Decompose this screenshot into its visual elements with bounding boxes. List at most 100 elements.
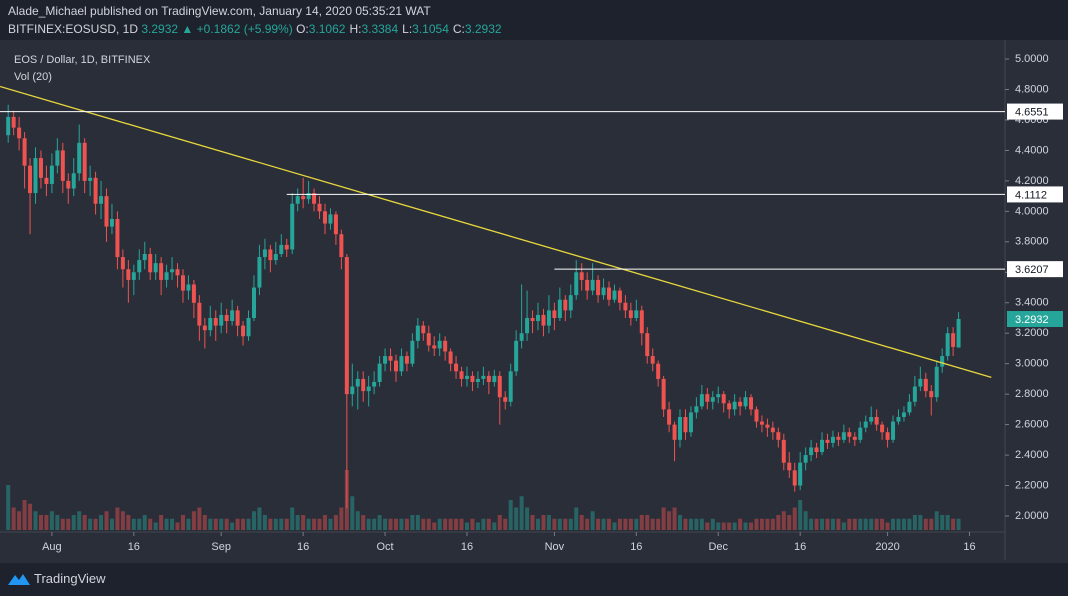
- volume-bar: [699, 518, 704, 530]
- candle-body: [787, 462, 792, 471]
- volume-bar: [301, 515, 306, 530]
- volume-bar: [612, 522, 617, 530]
- volume-bar: [929, 518, 934, 530]
- candle-body: [836, 436, 841, 440]
- candle-body: [956, 319, 961, 348]
- volume-bar: [372, 518, 377, 530]
- volume-bar: [257, 507, 262, 530]
- candle-body: [514, 340, 519, 372]
- volume-bar: [426, 518, 431, 530]
- candle-body: [667, 409, 672, 425]
- candle-body: [235, 310, 240, 326]
- candle-body: [82, 142, 87, 181]
- candle-body: [519, 333, 524, 341]
- volume-bar: [322, 515, 327, 530]
- candle-body: [705, 394, 710, 402]
- footer: TradingView: [0, 563, 1068, 596]
- candle-body: [858, 427, 863, 440]
- y-tick-label: 5.0000: [1015, 53, 1049, 65]
- volume-bar: [230, 522, 235, 530]
- volume-bar: [863, 518, 868, 530]
- candle-body: [339, 234, 344, 258]
- volume-bar: [617, 518, 622, 530]
- volume-bar: [475, 522, 480, 530]
- volume-bar: [623, 518, 628, 530]
- volume-bar: [825, 518, 830, 530]
- volume-bar: [557, 518, 562, 530]
- volume-bar: [852, 518, 857, 530]
- volume-bar: [191, 511, 196, 530]
- ohlc-value: 3.1054: [412, 22, 449, 36]
- y-tick-label: 4.8000: [1015, 83, 1049, 95]
- level-label-box: [1007, 186, 1063, 203]
- candle-body: [448, 351, 453, 364]
- change: +0.1862 (+5.99%): [196, 22, 293, 36]
- candle-body: [421, 325, 426, 334]
- candle-body: [175, 269, 180, 276]
- y-tick-label: 3.4000: [1015, 297, 1049, 309]
- volume-bar: [956, 518, 961, 530]
- candle-body: [880, 424, 885, 433]
- candle-body: [568, 295, 573, 311]
- volume-bar: [858, 518, 863, 530]
- volume-bar: [459, 518, 464, 530]
- candle-body: [934, 366, 939, 398]
- level-label: 3.6207: [1015, 264, 1049, 276]
- volume-bar: [339, 507, 344, 530]
- candle-body: [585, 279, 590, 291]
- candle-body: [191, 284, 196, 303]
- candle-body: [617, 290, 622, 303]
- candle-body: [738, 401, 743, 407]
- volume-bar: [202, 515, 207, 530]
- candle-body: [180, 275, 185, 291]
- volume-bar: [563, 518, 568, 530]
- candle-body: [612, 290, 617, 300]
- candle-body: [492, 375, 497, 382]
- candle-body: [109, 218, 114, 227]
- candle-body: [6, 116, 11, 136]
- candle-body: [759, 421, 764, 425]
- candle-body: [224, 314, 229, 322]
- volume-bar: [754, 518, 759, 530]
- candle-body: [869, 416, 874, 422]
- volume-bar: [312, 518, 317, 530]
- candle-body: [623, 302, 628, 311]
- x-tick-label: 2020: [875, 541, 899, 553]
- volume-bar: [951, 518, 956, 530]
- volume-bar: [295, 515, 300, 530]
- x-tick-label: 16: [128, 541, 140, 553]
- volume-bar: [738, 518, 743, 530]
- y-tick-label: 2.6000: [1015, 419, 1049, 431]
- volume-bar: [44, 515, 49, 530]
- candle-body: [847, 432, 852, 437]
- candle-body: [115, 218, 120, 258]
- y-tick-label: 2.2000: [1015, 479, 1049, 491]
- candle-body: [312, 193, 317, 204]
- volume-bar: [820, 518, 825, 530]
- candle-body: [907, 401, 912, 413]
- candle-body: [295, 196, 300, 204]
- volume-bar: [503, 518, 508, 530]
- candle-body: [688, 412, 693, 433]
- volume-bar: [377, 515, 382, 530]
- candle-body: [213, 317, 218, 326]
- volume-bar: [628, 518, 633, 530]
- ohlc-label: C:: [452, 22, 465, 36]
- candle-body: [120, 257, 125, 270]
- candle-body: [863, 421, 868, 428]
- volume-bar: [688, 518, 693, 530]
- volume-bar: [546, 515, 551, 530]
- y-tick-label: 4.4000: [1015, 144, 1049, 156]
- brand: TradingView: [34, 571, 106, 586]
- candle-body: [803, 455, 808, 463]
- volume-bar: [891, 518, 896, 530]
- ohlc-label: H:: [349, 22, 362, 36]
- volume-bar: [912, 515, 917, 530]
- candle-body: [186, 284, 191, 291]
- candle-body: [290, 203, 295, 250]
- candle-body: [940, 356, 945, 367]
- candle-body: [11, 116, 16, 128]
- volume-bar: [880, 518, 885, 530]
- candle-body: [159, 263, 164, 280]
- volume-bar: [333, 515, 338, 530]
